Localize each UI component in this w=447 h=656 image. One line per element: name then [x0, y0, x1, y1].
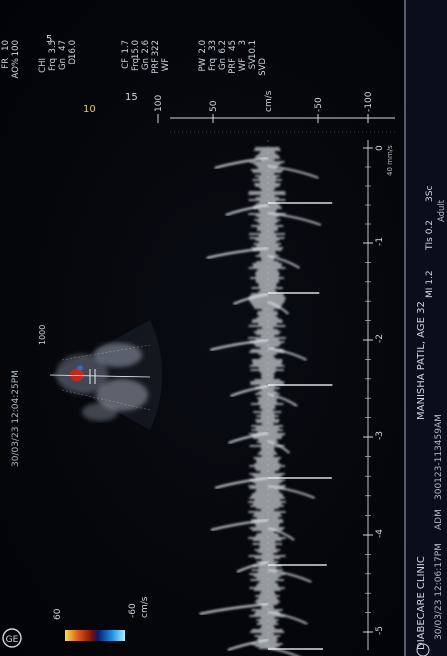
velocity-tick-label: 100 — [154, 95, 164, 112]
param-label: CHI — [38, 58, 48, 73]
sweep-speed: 40 mm/s — [386, 145, 394, 176]
spectral-doppler-panel: 100 50 -50 -100 cm/s 0 -1 -2 -3 -4 -5 40 mm/s — [154, 90, 395, 656]
footer-logo-icon — [416, 643, 430, 656]
param-value: 3.5 — [48, 40, 58, 54]
time-tick-label: -2 — [375, 334, 385, 343]
flow-envelope — [233, 292, 269, 306]
clinic-name: DIABECARE CLINIC — [416, 556, 427, 650]
depth-mark-5: 5 — [46, 34, 52, 45]
param-label: Gn — [58, 58, 68, 70]
flow-envelope — [214, 476, 269, 490]
param-value: 16.0 — [68, 40, 78, 59]
param-value: 45 — [228, 40, 238, 51]
depth-mark-10: 10 — [83, 104, 96, 115]
param-value: 10.1 — [248, 40, 258, 59]
study-id: 300123-113459AM — [434, 414, 444, 500]
color-bar-max: 60 — [53, 608, 63, 620]
param-value: 2.6 — [141, 40, 151, 54]
ge-logo: GE — [2, 628, 22, 648]
time-tick-label: -4 — [375, 529, 385, 538]
tis-value: TIs 0.2 — [425, 220, 435, 251]
flow-envelope — [199, 602, 269, 616]
color-doppler-spot — [70, 369, 84, 381]
svg-text:GE: GE — [6, 635, 19, 645]
flow-envelope — [230, 384, 269, 398]
param-label: Gn — [141, 58, 151, 70]
mi-tis-line: MI 1.2 TIs 0.2 3Sc — [425, 186, 435, 298]
patient-name: MANISHA PATIL, AGE 32 — [416, 301, 427, 420]
footer-clinic-line: DIABECARE CLINIC MANISHA PATIL, AGE 32 — [416, 301, 427, 650]
param-value: 15.0 — [131, 40, 141, 59]
param-value: 2.0 — [198, 40, 208, 54]
info-strip — [405, 0, 447, 656]
sector-label: 1000 — [38, 325, 47, 345]
operator: ADM — [434, 509, 444, 530]
param-value: 322 — [151, 40, 161, 56]
time-tick-label: -5 — [375, 626, 385, 635]
param-value: 33 — [208, 40, 218, 51]
param-value: 1.7 — [121, 40, 131, 54]
param-label: PRF — [151, 58, 161, 74]
param-label: Frq — [131, 58, 141, 71]
param-label: PRF — [228, 58, 238, 74]
param-label: FR — [1, 58, 11, 69]
datetime-text: 30/03/23 12:04:25PM — [11, 370, 21, 467]
2d-sector-image: 1000 — [38, 320, 163, 430]
velocity-tick-label: 50 — [209, 100, 219, 112]
param-value: 6.2 — [218, 40, 228, 54]
param-value: 47 — [58, 40, 68, 51]
probe-name: 3Sc — [425, 186, 435, 202]
depth-mark-15: 15 — [125, 92, 138, 103]
flow-envelope — [227, 638, 269, 652]
param-label: SV — [248, 58, 258, 69]
param-value: 10 — [1, 40, 11, 51]
color-bar-unit: cm/s — [140, 596, 150, 618]
param-label: WF — [161, 58, 171, 71]
param-value: 3 — [238, 40, 248, 45]
param-label: Gn — [218, 58, 228, 70]
doppler-spectrum — [199, 147, 333, 656]
color-bar-gradient — [65, 630, 125, 641]
flow-envelope — [210, 338, 269, 352]
flow-envelope — [210, 518, 269, 532]
velocity-tick-label: -100 — [364, 91, 374, 112]
param-label: Frq — [208, 58, 218, 71]
flow-envelope — [236, 560, 269, 573]
param-label: AO% — [11, 58, 21, 78]
cursor-line — [49, 374, 151, 378]
flow-envelope — [228, 431, 269, 445]
time-tick-label: -3 — [375, 431, 385, 440]
velocity-unit: cm/s — [264, 90, 274, 112]
time-tick-label: 0 — [375, 145, 385, 151]
flow-envelope — [214, 156, 269, 170]
footer-study-line: 30/03/23 12:06:17PM ADM 300123-113459AM — [434, 414, 444, 640]
color-bar-min: -60 — [128, 603, 138, 618]
header-datetime: 30/03/23 12:04:25PM — [11, 370, 21, 467]
footer-time: 30/03/23 12:06:17PM — [434, 543, 444, 640]
velocity-tick-label: -50 — [314, 97, 324, 112]
param-label: SVD — [258, 58, 268, 76]
param-value: 100 — [11, 40, 21, 56]
mi-value: MI 1.2 — [425, 270, 435, 298]
flow-envelope — [206, 246, 269, 260]
param-label: Frq — [48, 58, 58, 71]
param-label: PW — [198, 57, 208, 71]
param-label: WF — [238, 58, 248, 71]
param-label: CF — [121, 58, 131, 69]
color-velocity-bar: 60 -60 cm/s — [53, 596, 150, 641]
flow-envelope — [225, 203, 269, 217]
preset-name: Adult — [437, 199, 447, 222]
param-label: D — [68, 58, 78, 65]
time-tick-label: -1 — [375, 237, 385, 246]
